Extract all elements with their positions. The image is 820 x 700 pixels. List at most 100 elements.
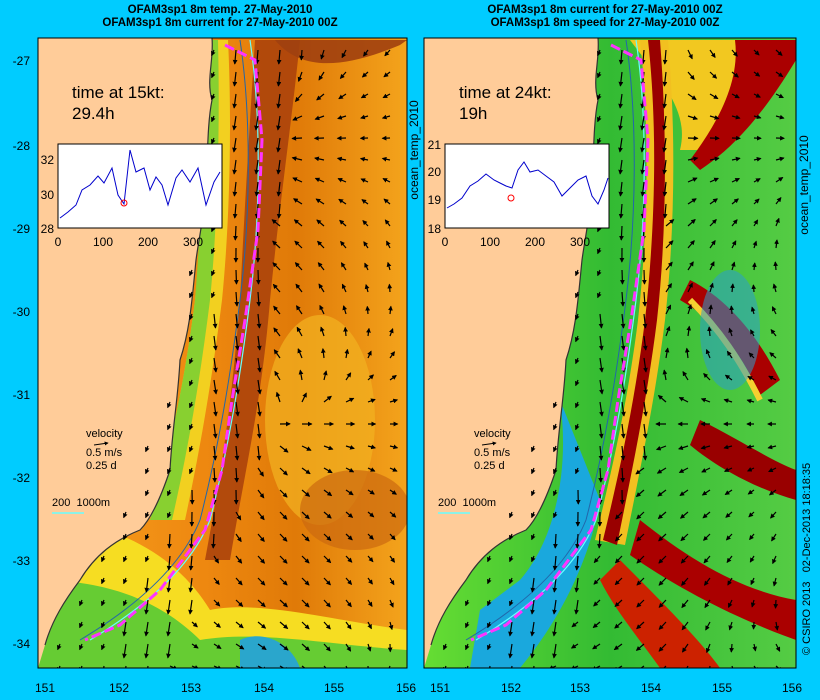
velocity-arrow [144, 577, 150, 593]
velocity-arrow [211, 137, 216, 145]
velocity-arrow [709, 219, 717, 227]
velocity-arrow [728, 621, 734, 631]
velocity-arrow [123, 533, 128, 541]
velocity-arrow [367, 555, 374, 563]
lon-right-tick-1: 152 [501, 681, 521, 695]
velocity-arrow [678, 467, 689, 474]
velocity-arrow [323, 643, 331, 652]
velocity-arrow [575, 379, 580, 387]
velocity-arrow [301, 511, 310, 520]
velocity-arrow [751, 621, 757, 630]
velocity-arrow [705, 621, 711, 631]
velocity-arrow [619, 269, 625, 285]
right-depth-legend-text: 200 1000m [438, 497, 496, 509]
velocity-arrow [314, 115, 325, 121]
velocity-arrow [552, 555, 558, 571]
velocity-arrow [212, 467, 218, 483]
velocity-arrow [687, 304, 693, 315]
velocity-arrow [367, 621, 372, 630]
velocity-arrow [769, 352, 777, 359]
velocity-arrow [345, 577, 353, 586]
velocity-arrow [167, 489, 172, 497]
right-time-value: 19h [459, 104, 487, 123]
velocity-arrow [189, 335, 194, 343]
velocity-arrow [680, 555, 689, 564]
velocity-arrow [725, 511, 733, 518]
velocity-arrow [658, 533, 667, 542]
velocity-arrow [211, 115, 216, 123]
velocity-arrow [731, 665, 734, 668]
velocity-arrow [531, 489, 536, 497]
velocity-arrow [166, 577, 172, 593]
velocity-arrow [257, 489, 265, 499]
velocity-arrow [384, 49, 391, 57]
velocity-arrow [687, 218, 696, 227]
velocity-arrow [746, 467, 755, 472]
velocity-arrow [323, 395, 332, 403]
velocity-arrow [211, 93, 216, 101]
velocity-arrow [680, 533, 689, 542]
velocity-arrow [531, 533, 536, 541]
velocity-arrow [618, 93, 624, 109]
velocity-arrow [708, 304, 713, 315]
velocity-arrow [618, 115, 623, 131]
velocity-arrow [642, 423, 648, 439]
velocity-arrow [700, 445, 711, 450]
lon-left-tick-4: 155 [324, 681, 344, 695]
velocity-arrow [279, 643, 289, 651]
velocity-arrow [301, 599, 310, 608]
velocity-arrow [636, 511, 645, 520]
velocity-arrow [256, 423, 262, 439]
velocity-arrow [767, 398, 777, 404]
velocity-arrow [189, 291, 194, 299]
velocity-arrow [232, 159, 238, 175]
velocity-arrow [443, 665, 448, 668]
velocity-arrow [122, 621, 127, 637]
velocity-arrow [276, 49, 282, 65]
right-depth-legend: 200 1000m [438, 497, 496, 514]
right-title-line1: OFAM3sp1 8m current for 27-May-2010 00Z [487, 4, 723, 16]
velocity-arrow [748, 352, 755, 359]
velocity-arrow [509, 599, 514, 607]
velocity-arrow [635, 467, 645, 475]
velocity-arrow [384, 219, 391, 227]
velocity-arrow [687, 282, 693, 293]
velocity-arrow [360, 114, 369, 120]
velocity-arrow [687, 198, 697, 205]
velocity-arrow [273, 349, 281, 359]
velocity-arrow [731, 240, 737, 249]
velocity-arrow [620, 335, 626, 351]
velocity-arrow [145, 467, 150, 475]
velocity-arrow [257, 467, 264, 477]
velocity-arrow [662, 159, 668, 175]
velocity-arrow [345, 397, 355, 403]
velocity-arrow [729, 643, 735, 653]
velocity-arrow [279, 511, 288, 520]
velocity-arrow [443, 643, 448, 651]
velocity-arrow [301, 577, 310, 586]
velocity-arrow [382, 93, 391, 99]
velocity-arrow [618, 49, 624, 65]
velocity-arrow [709, 177, 719, 183]
velocity-arrow [211, 247, 216, 255]
velocity-arrow [618, 159, 624, 175]
velocity-arrow [320, 49, 325, 60]
velocity-arrow [257, 643, 267, 650]
velocity-arrow [509, 577, 514, 585]
velocity-arrow [319, 304, 325, 315]
velocity-arrow [571, 621, 579, 628]
velocity-arrow [753, 198, 760, 205]
velocity-arrow [465, 599, 470, 607]
lat-tick-3: -30 [13, 305, 31, 319]
velocity-arrow [752, 643, 757, 652]
velocity-arrow [774, 621, 780, 631]
velocity-arrow [276, 71, 282, 87]
velocity-arrow [257, 599, 266, 608]
velocity-arrow [614, 621, 623, 629]
velocity-arrow [530, 621, 535, 637]
velocity-arrow [301, 643, 311, 652]
velocity-arrow [662, 115, 667, 131]
velocity-arrow [232, 115, 237, 131]
velocity-arrow [144, 643, 149, 659]
velocity-arrow [658, 555, 667, 564]
